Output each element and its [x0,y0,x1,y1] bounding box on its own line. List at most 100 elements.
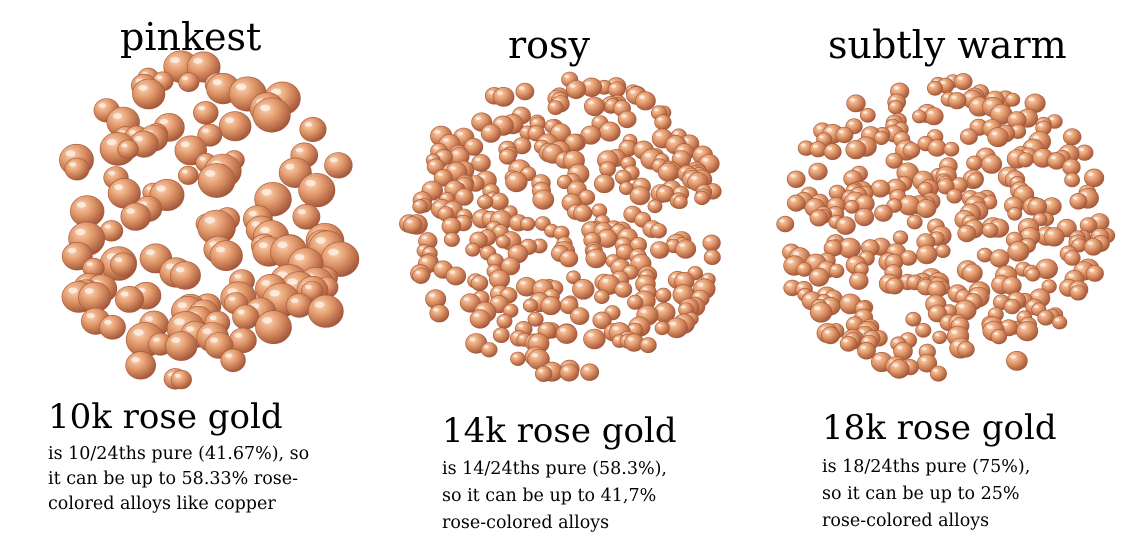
bead-highlight [597,217,602,221]
gold-bead [808,268,830,287]
bead-highlight [826,128,833,132]
gold-bead [1027,197,1047,216]
gold-bead [1052,315,1068,330]
bead-highlight [642,287,648,291]
bead-highlight [892,192,898,196]
bead-highlight [953,341,960,346]
description-line: is 14/24ths pure (58.3%), [442,459,667,479]
bead-highlight [199,157,206,161]
bead-highlight [305,284,312,289]
gold-bead [584,96,606,117]
bead-highlight [887,267,893,271]
bead-highlight [630,90,636,94]
bead-highlight [995,278,1001,283]
bead-highlight [1017,189,1023,193]
bead-highlight [930,84,935,87]
panel-14k: rosy 14k rose gold is 14/24ths pure (58.… [380,0,760,548]
bead-highlight [485,214,491,218]
bead-highlight [563,253,569,257]
bead-highlight [942,160,948,165]
bead-highlight [569,84,576,88]
bead-highlight [876,133,881,137]
bead-highlight [215,246,226,253]
gold-bead [1017,152,1034,168]
gold-bead [515,82,535,101]
bead-highlight [793,251,799,256]
bead-highlight [180,141,190,148]
gold-bead [469,309,491,329]
bead-highlight [618,240,623,244]
gold-bead [505,171,528,193]
bead-highlight [262,317,273,324]
bead-highlight [295,147,304,153]
bead-highlight [891,97,896,101]
bead-highlight [600,233,607,237]
bead-highlight [798,284,804,288]
gold-bead [510,351,526,366]
bead-highlight [497,91,503,95]
bead-highlight [535,185,541,190]
bead-highlight [228,296,236,301]
bead-highlight [584,129,590,134]
bead-highlight [559,177,565,181]
bead-highlight [457,218,463,222]
gold-bead [193,101,219,125]
gold-bead [809,209,828,227]
bead-highlight [674,131,679,135]
gold-bead [120,202,151,231]
bead-highlight [953,180,959,184]
bead-highlight [809,257,816,262]
bead-highlight [585,81,591,86]
bead-highlight [678,147,684,151]
bead-highlight [121,143,128,148]
bead-highlight [1077,265,1084,269]
bead-highlight [626,168,631,172]
bead-highlight [488,90,494,94]
bead-highlight [171,337,181,343]
gold-bead [981,222,999,238]
gold-bead [961,263,983,283]
bead-highlight [506,306,511,310]
bead-highlight [422,235,428,240]
gold-bead [927,80,944,96]
description-line: rose-colored alloys [822,511,990,531]
bead-highlight [657,117,663,121]
bead-highlight [212,79,222,86]
gold-bead [702,234,721,252]
bead-highlight [1026,143,1033,147]
gold-bead [132,78,166,110]
bead-highlight [903,253,908,257]
bead-highlight [146,249,155,256]
bead-highlight [131,357,140,363]
bead-highlight [485,186,491,190]
gold-bead [854,208,875,227]
bead-highlight [271,88,282,95]
bead-highlight [554,248,560,252]
bead-highlight [1068,273,1074,278]
bead-highlight [786,283,792,287]
gold-bead [429,304,450,323]
bead-highlight [800,290,805,294]
gold-bead [412,199,429,214]
bead-highlight [305,179,316,187]
bead-highlight [1012,127,1018,130]
bead-highlight [558,155,564,159]
bead-highlight [858,211,864,216]
bead-highlight [474,278,479,282]
bead-highlight [675,189,681,192]
bead-highlight [560,328,566,332]
gold-bead [520,217,536,232]
bead-highlight [787,259,794,264]
bead-highlight [182,76,189,81]
bead-highlight [554,127,560,131]
bead-highlight [616,103,622,107]
bead-highlight [931,308,937,312]
karat-title: 18k rose gold [822,408,1057,448]
bead-highlight [463,297,470,301]
bead-highlight [496,330,501,334]
bead-highlight [314,301,325,308]
bead-highlight [816,126,822,130]
gold-bead [859,107,876,123]
bead-highlight [918,326,923,329]
bead-highlight [986,123,992,127]
